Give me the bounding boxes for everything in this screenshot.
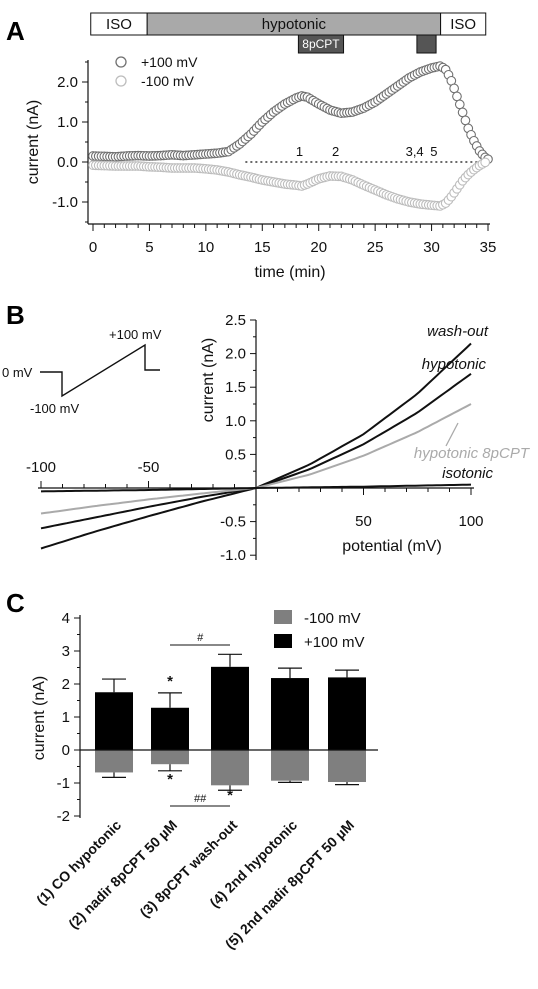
- y-tick-label: 2.5: [225, 312, 246, 329]
- y-tick-label: 2: [62, 676, 70, 693]
- curve-label: wash-out: [427, 323, 489, 340]
- y-tick-label: -1.0: [52, 194, 78, 211]
- data-point: [480, 157, 491, 168]
- data-point: [457, 107, 468, 118]
- legend-label: -100 mV: [304, 610, 361, 627]
- bar: [211, 750, 249, 786]
- category-label: (3) 8pCPT wash-out: [136, 817, 240, 921]
- bar: [95, 692, 133, 750]
- protocol-label: ISO: [106, 16, 132, 33]
- marker-label: 2: [332, 144, 339, 159]
- drug-label: 8pCPT: [302, 37, 340, 51]
- y-axis-title: current (nA): [25, 100, 42, 184]
- x-tick-label: 50: [355, 513, 372, 530]
- x-axis-title: time (min): [254, 264, 325, 281]
- y-tick-label: 0.0: [57, 154, 78, 171]
- legend-marker: [115, 56, 127, 68]
- bar: [328, 750, 366, 783]
- ramp-label-high: +100 mV: [109, 327, 162, 342]
- protocol-segment: [440, 12, 487, 36]
- y-tick-label: 2.0: [225, 346, 246, 363]
- panel-label-b: B: [6, 300, 25, 330]
- marker-label: 1: [296, 144, 303, 159]
- drug-bar: [297, 34, 345, 54]
- x-axis-title: potential (mV): [342, 538, 442, 555]
- marker-label: 3,4: [406, 144, 424, 159]
- y-tick-label: 1.5: [225, 379, 246, 396]
- curve-label-leader: [445, 422, 459, 447]
- bar: [328, 677, 366, 750]
- significance-hash: #: [197, 632, 204, 644]
- protocol-label: hypotonic: [262, 16, 327, 33]
- legend-swatch: [274, 634, 292, 648]
- y-tick-label: 1: [62, 709, 70, 726]
- iv-curve: [40, 483, 472, 493]
- legend-label: +100 mV: [141, 54, 198, 70]
- significance-star: *: [167, 673, 173, 690]
- ramp-label-hold: 0 mV: [2, 365, 33, 380]
- data-point: [452, 91, 462, 102]
- panel-label-c: C: [6, 588, 25, 618]
- x-tick-label: 30: [423, 239, 440, 256]
- y-tick-label: 0.5: [225, 446, 246, 463]
- x-tick-label: 5: [145, 239, 153, 256]
- y-tick-label: -0.5: [220, 514, 246, 531]
- protocol-label: ISO: [450, 16, 476, 33]
- ramp-label-low: -100 mV: [30, 401, 79, 416]
- panel-b-chart: 2.5 2.0 1.5 1.0 0.5 -0.5 -1.0 -100 -50 50 100 poten…: [2, 312, 531, 564]
- y-axis-title: current (nA): [200, 338, 217, 422]
- curve-label: hypotonic: [422, 356, 487, 373]
- x-tick-label: 35: [480, 239, 497, 256]
- marker-label: 5: [430, 144, 437, 159]
- data-point: [449, 83, 459, 94]
- x-tick-label: 15: [254, 239, 271, 256]
- y-tick-label: 2.0: [57, 74, 78, 91]
- x-tick-label: -100: [26, 459, 56, 476]
- drug-bar: [416, 34, 437, 54]
- panel-label-a: A: [6, 16, 25, 46]
- y-tick-label: 3: [62, 643, 70, 660]
- x-tick-label: 20: [310, 239, 327, 256]
- data-point: [460, 115, 471, 126]
- y-tick-label: -2: [57, 808, 70, 825]
- bar: [151, 707, 189, 750]
- bar: [271, 678, 309, 750]
- bar: [151, 750, 189, 765]
- x-tick-label: 10: [198, 239, 215, 256]
- bar: [95, 750, 133, 773]
- y-tick-label: -1: [57, 775, 70, 792]
- bar: [271, 750, 309, 781]
- ramp-protocol: [40, 343, 160, 398]
- y-tick-label: 0: [62, 742, 70, 759]
- legend-swatch: [274, 610, 292, 624]
- x-tick-label: 25: [367, 239, 384, 256]
- data-point: [454, 99, 465, 110]
- significance-star: *: [167, 771, 173, 788]
- legend-label: -100 mV: [141, 73, 195, 89]
- bar: [211, 666, 249, 750]
- significance-hash: ##: [194, 793, 207, 805]
- y-tick-label: -1.0: [220, 547, 246, 564]
- y-axis-title: current (nA): [31, 676, 48, 760]
- curve-label: hypotonic 8pCPT: [414, 445, 531, 462]
- significance-star: *: [227, 787, 233, 804]
- curve-label: isotonic: [442, 465, 493, 482]
- legend-marker: [115, 75, 127, 87]
- legend-label: +100 mV: [304, 634, 364, 651]
- y-tick-label: 4: [62, 610, 70, 627]
- y-tick-label: 1.0: [57, 114, 78, 131]
- category-label: (2) nadir 8pCPT 50 µM: [65, 817, 180, 932]
- y-tick-label: 1.0: [225, 413, 246, 430]
- x-tick-label: -50: [138, 459, 160, 476]
- x-tick-label: 100: [458, 513, 483, 530]
- x-tick-label: 0: [89, 239, 97, 256]
